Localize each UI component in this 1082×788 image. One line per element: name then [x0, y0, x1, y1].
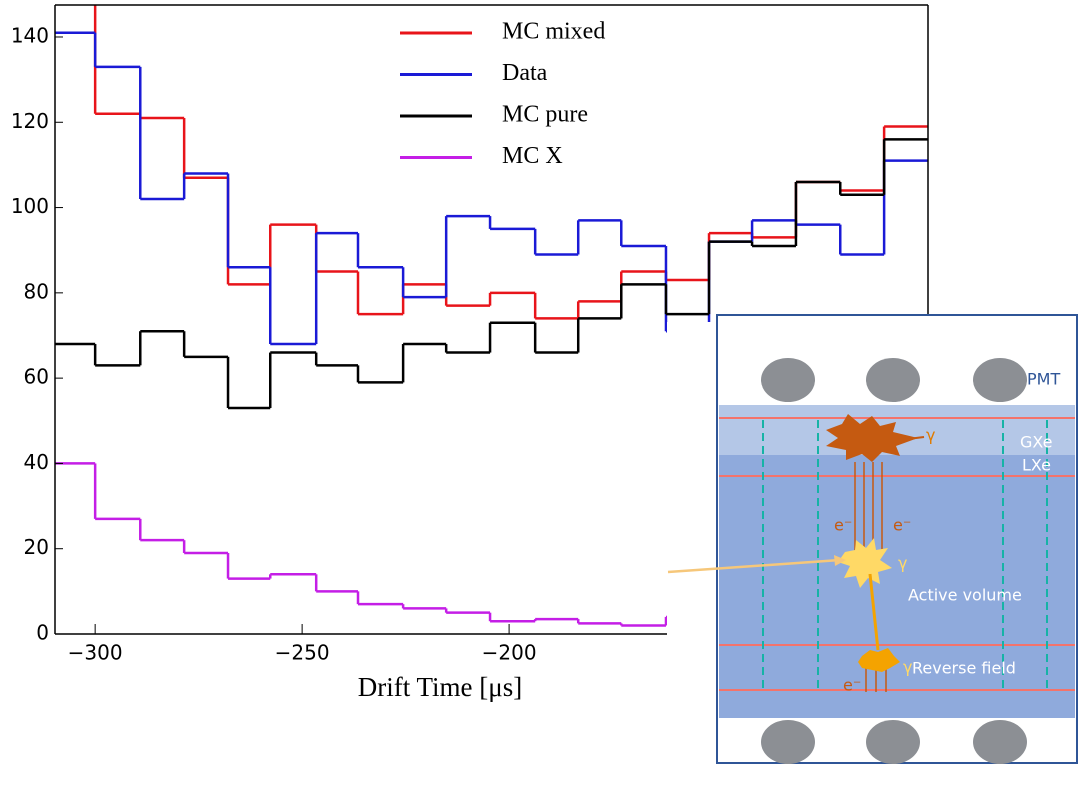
x-axis-label: Drift Time [μs] [358, 672, 523, 702]
legend: MC mixed Data MC pure MC X [400, 19, 605, 169]
pmts [761, 358, 1027, 764]
x-tick-label: −250 [275, 641, 330, 665]
x-tick-label: −200 [482, 641, 537, 665]
plot-area [55, 5, 928, 627]
pmt [866, 358, 920, 402]
lxe-label: LXe [1022, 456, 1051, 475]
gamma-ray [907, 436, 925, 440]
y-tick-label: 20 [24, 535, 49, 559]
s1-flash [838, 538, 892, 588]
y-tick-label: 120 [11, 109, 49, 133]
pointer-arrow [667, 558, 841, 574]
electron-label: e⁻ [893, 516, 911, 535]
legend-label: Data [502, 60, 548, 86]
field-lines [762, 420, 1048, 690]
electron-label: e⁻ [834, 516, 852, 535]
pmt [973, 358, 1027, 402]
pmt [761, 720, 815, 764]
active-label: Active volume [908, 586, 1022, 605]
reverse-label: Reverse field [912, 659, 1016, 678]
pointer-head [834, 555, 846, 566]
y-tick-label: 100 [11, 194, 49, 218]
grids [719, 417, 1075, 691]
x-tick-label: −300 [68, 641, 123, 665]
pmt-label: PMT [1027, 370, 1060, 389]
legend-label: MC X [502, 143, 563, 169]
electron-label: e⁻ [843, 676, 861, 695]
pmt [973, 720, 1027, 764]
y-tick-label: 0 [36, 621, 49, 645]
pmt [761, 358, 815, 402]
s2-flash [826, 414, 918, 462]
gamma-label: γ [926, 426, 935, 445]
y-tick-label: 80 [24, 279, 49, 303]
y-tick-label: 40 [24, 450, 49, 474]
pmt [866, 720, 920, 764]
legend-label: MC pure [502, 102, 588, 128]
gxe-region [719, 405, 1075, 455]
lxe-region [719, 455, 1075, 718]
gamma-label: γ [903, 658, 912, 677]
legend-label: MC mixed [502, 19, 605, 45]
y-tick-label: 60 [24, 365, 49, 389]
diagram: PMT GXe LXe e⁻ e⁻ e⁻ γ γ γ Active volume… [667, 314, 1078, 764]
y-tick-label: 140 [11, 23, 49, 47]
gxe-label: GXe [1020, 433, 1052, 452]
gamma-label: γ [898, 554, 907, 573]
scatter-track [868, 573, 880, 651]
spacer [927, 0, 1082, 322]
reverse-flash [858, 648, 900, 672]
